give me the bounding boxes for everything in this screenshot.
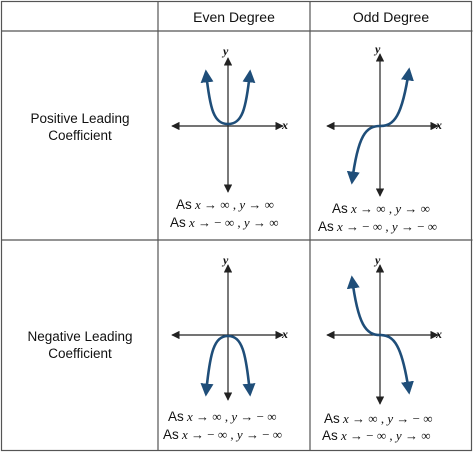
end-behavior-line: As x → − ∞ , y → ∞ <box>322 428 431 443</box>
row-label-positive: Positive Leading Coefficient <box>2 110 158 144</box>
row-label-negative-line1: Negative Leading <box>27 329 133 344</box>
x-axis-label: x <box>436 118 442 132</box>
graph-neg-even <box>171 264 284 401</box>
end-behavior-line: As x → ∞ , y → ∞ <box>332 201 430 216</box>
x-axis-label: x <box>436 327 442 341</box>
x-axis-label: x <box>282 327 288 341</box>
end-behavior-line: As x → ∞ , y → − ∞ <box>168 409 277 424</box>
curve <box>200 334 256 397</box>
curve <box>200 69 256 126</box>
end-behavior-line: As x → − ∞ , y → − ∞ <box>318 219 438 234</box>
y-axis-label: y <box>375 42 381 56</box>
end-behavior-line: As x → − ∞ , y → − ∞ <box>163 427 283 442</box>
y-axis-label: y <box>375 253 381 267</box>
end-behavior-line: As x → ∞ , y → − ∞ <box>324 411 433 426</box>
row-label-negative: Negative Leading Coefficient <box>2 328 158 362</box>
graph-neg-odd <box>326 264 439 405</box>
header-odd-degree: Odd Degree <box>352 9 430 25</box>
row-label-positive-line1: Positive Leading <box>30 111 130 126</box>
curve <box>346 275 414 395</box>
row-label-negative-line2: Coefficient <box>48 346 112 361</box>
curve <box>346 67 414 185</box>
header-even-degree: Even Degree <box>193 9 275 25</box>
end-behavior-line: As x → − ∞ , y → ∞ <box>170 215 279 230</box>
row-label-positive-line2: Coefficient <box>48 128 112 143</box>
y-axis-label: y <box>223 253 229 267</box>
end-behavior-line: As x → ∞ , y → ∞ <box>176 197 274 212</box>
x-axis-label: x <box>282 118 288 132</box>
y-axis-label: y <box>223 44 229 58</box>
graph-pos-odd <box>326 53 439 197</box>
graph-pos-even <box>171 57 284 193</box>
